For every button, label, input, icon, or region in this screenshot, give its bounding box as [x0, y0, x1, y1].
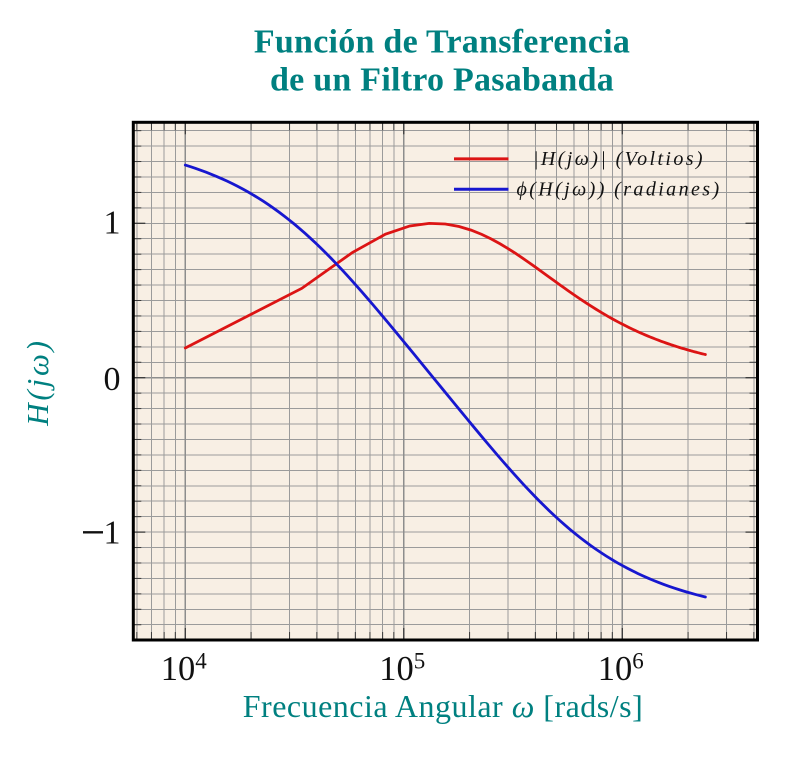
- svg-text:ϕ(H(jω)) (radianes): ϕ(H(jω)) (radianes): [516, 179, 721, 201]
- svg-text:104: 104: [161, 649, 208, 689]
- svg-text:Frecuencia Angular ω [rads/s]: Frecuencia Angular ω [rads/s]: [243, 688, 644, 724]
- svg-text:Función de Transferencia: Función de Transferencia: [254, 24, 630, 61]
- svg-text:1: 1: [104, 205, 121, 242]
- svg-text:1: 1: [104, 514, 121, 551]
- svg-text:H(jω): H(jω): [20, 338, 55, 427]
- svg-text:0: 0: [104, 361, 121, 398]
- svg-text:|H(jω)| (Voltios): |H(jω)| (Voltios): [533, 148, 705, 170]
- svg-text:de un Filtro Pasabanda: de un Filtro Pasabanda: [270, 62, 614, 99]
